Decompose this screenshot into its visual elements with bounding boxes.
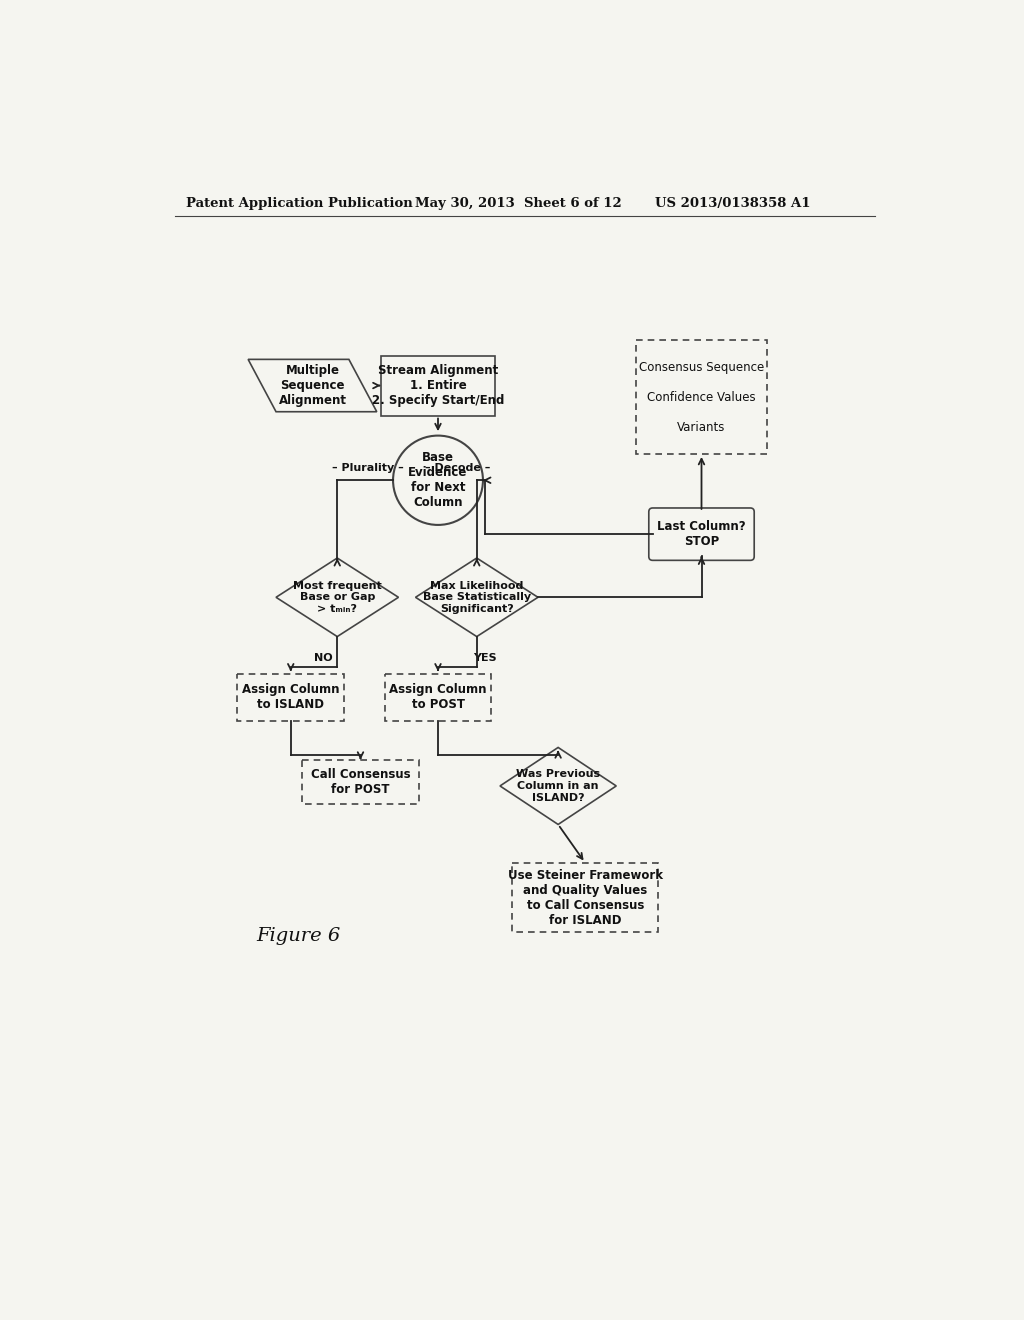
Text: Consensus Sequence

Confidence Values

Variants: Consensus Sequence Confidence Values Var… [639,360,764,433]
FancyBboxPatch shape [238,675,344,721]
Text: Call Consensus
for POST: Call Consensus for POST [310,768,411,796]
Text: Was Previous
Column in an
ISLAND?: Was Previous Column in an ISLAND? [516,770,600,803]
Text: YES: YES [473,653,497,663]
Polygon shape [416,558,538,636]
FancyBboxPatch shape [636,341,767,454]
Circle shape [393,436,483,525]
Text: Multiple
Sequence
Alignment: Multiple Sequence Alignment [279,364,346,407]
FancyBboxPatch shape [385,675,492,721]
FancyBboxPatch shape [302,760,419,804]
Polygon shape [500,747,616,825]
Text: Assign Column
to ISLAND: Assign Column to ISLAND [242,684,340,711]
Text: US 2013/0138358 A1: US 2013/0138358 A1 [655,197,811,210]
Text: Last Column?
STOP: Last Column? STOP [657,520,745,548]
Polygon shape [248,359,377,412]
Text: – Decode –: – Decode – [425,462,490,473]
FancyBboxPatch shape [381,355,496,416]
Text: Figure 6: Figure 6 [256,927,340,945]
Text: Max Likelihood
Base Statistically
Significant?: Max Likelihood Base Statistically Signif… [423,581,530,614]
Text: Base
Evidence
for Next
Column: Base Evidence for Next Column [409,451,468,510]
Text: NO: NO [314,653,333,663]
Text: Stream Alignment
1. Entire
2. Specify Start/End: Stream Alignment 1. Entire 2. Specify St… [372,364,504,407]
Text: – Plurality –: – Plurality – [333,462,404,473]
Text: Use Steiner Framework
and Quality Values
to Call Consensus
for ISLAND: Use Steiner Framework and Quality Values… [508,869,663,927]
Text: Assign Column
to POST: Assign Column to POST [389,684,486,711]
Text: Most frequent
Base or Gap
> tₘᵢₙ?: Most frequent Base or Gap > tₘᵢₙ? [293,581,382,614]
Text: May 30, 2013  Sheet 6 of 12: May 30, 2013 Sheet 6 of 12 [415,197,622,210]
FancyBboxPatch shape [649,508,755,560]
FancyBboxPatch shape [512,863,658,932]
Polygon shape [276,558,398,636]
Text: Patent Application Publication: Patent Application Publication [186,197,413,210]
